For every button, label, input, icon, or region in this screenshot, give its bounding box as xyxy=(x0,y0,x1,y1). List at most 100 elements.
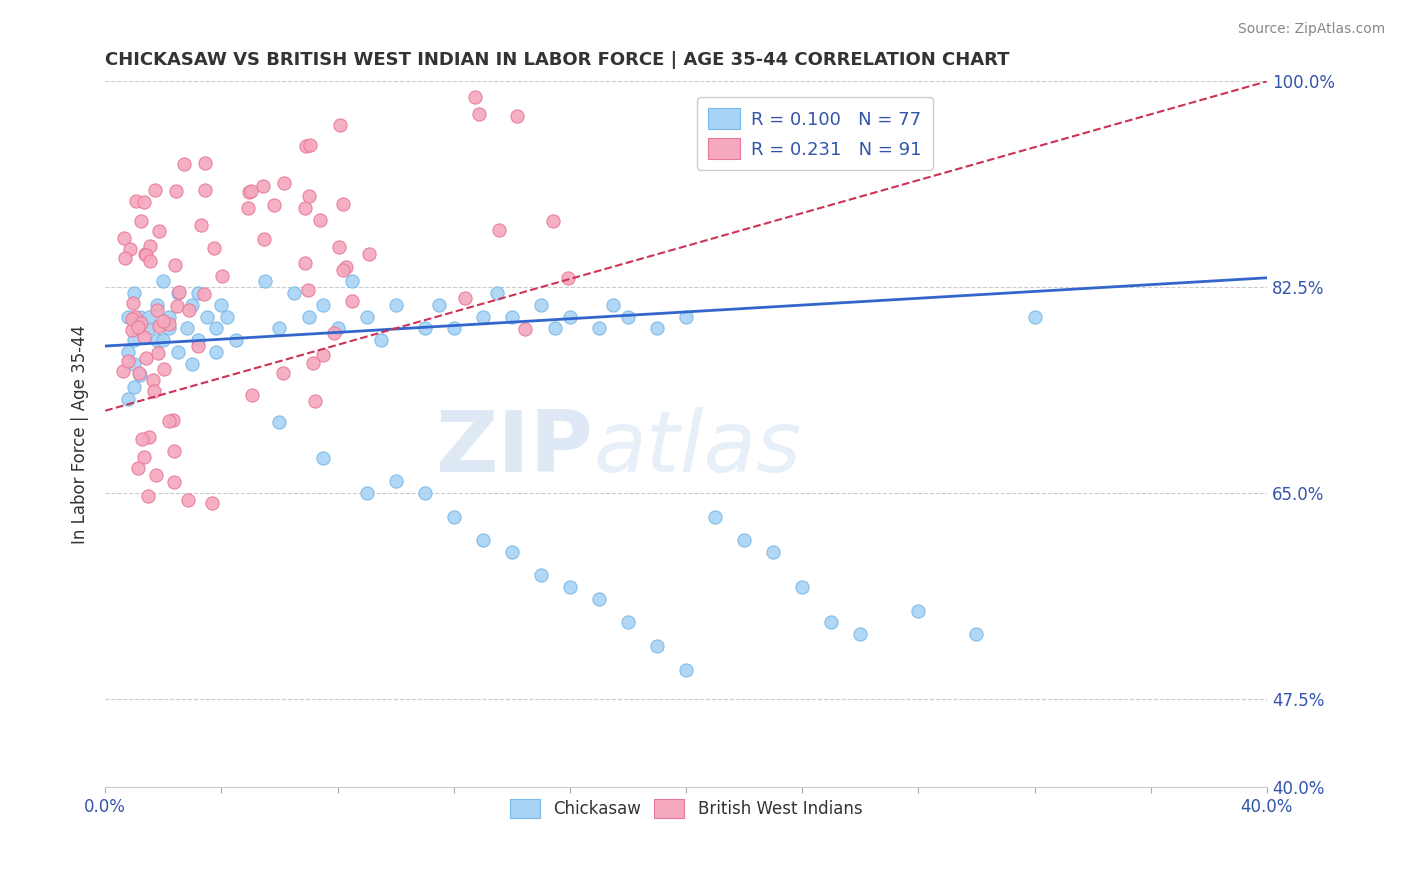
Point xyxy=(269,416,291,430)
Point xyxy=(530,568,553,582)
Point xyxy=(704,509,727,524)
Point xyxy=(240,388,263,402)
Point xyxy=(488,222,510,236)
Point xyxy=(675,310,697,324)
Point xyxy=(145,468,167,483)
Point xyxy=(193,286,215,301)
Point xyxy=(335,260,357,275)
Point xyxy=(471,310,494,324)
Point xyxy=(143,384,166,399)
Point xyxy=(135,248,157,262)
Point xyxy=(129,310,152,324)
Point xyxy=(617,615,640,630)
Point xyxy=(138,310,160,324)
Point xyxy=(142,373,165,387)
Point xyxy=(645,639,668,653)
Point xyxy=(157,321,180,335)
Point xyxy=(332,263,354,277)
Point xyxy=(177,302,200,317)
Y-axis label: In Labor Force | Age 35-44: In Labor Force | Age 35-44 xyxy=(72,325,89,544)
Point xyxy=(145,303,167,318)
Point xyxy=(733,533,755,548)
Point xyxy=(486,286,509,301)
Text: atlas: atlas xyxy=(593,407,801,490)
Point xyxy=(131,432,153,446)
Point xyxy=(157,318,180,332)
Point xyxy=(273,176,295,190)
Point xyxy=(329,118,352,132)
Point xyxy=(530,298,553,312)
Point xyxy=(148,224,170,238)
Point xyxy=(146,333,169,347)
Point xyxy=(117,353,139,368)
Point xyxy=(501,310,523,324)
Point xyxy=(1024,310,1046,324)
Point xyxy=(135,351,157,365)
Point xyxy=(112,230,135,244)
Point xyxy=(127,320,149,334)
Point xyxy=(340,274,363,288)
Point xyxy=(294,201,316,215)
Point xyxy=(332,197,354,211)
Point xyxy=(201,496,224,510)
Point xyxy=(283,286,305,301)
Point xyxy=(263,198,285,212)
Point xyxy=(297,283,319,297)
Point xyxy=(312,348,335,362)
Point xyxy=(146,298,169,312)
Point xyxy=(117,392,139,406)
Point xyxy=(588,591,610,606)
Point xyxy=(165,258,187,272)
Point xyxy=(195,310,218,324)
Point xyxy=(166,299,188,313)
Point xyxy=(357,247,380,261)
Point xyxy=(312,298,335,312)
Point xyxy=(121,323,143,337)
Point xyxy=(342,294,364,309)
Point xyxy=(238,185,260,199)
Point xyxy=(153,362,176,376)
Point xyxy=(675,663,697,677)
Point xyxy=(413,486,436,500)
Point xyxy=(617,310,640,324)
Point xyxy=(139,239,162,253)
Point xyxy=(157,414,180,428)
Point xyxy=(166,345,188,359)
Point xyxy=(152,333,174,347)
Point xyxy=(121,312,143,326)
Point xyxy=(792,580,814,594)
Point xyxy=(454,291,477,305)
Point xyxy=(132,194,155,209)
Point xyxy=(163,475,186,490)
Point xyxy=(471,533,494,548)
Point xyxy=(129,368,152,383)
Point xyxy=(328,239,350,253)
Point xyxy=(294,138,316,153)
Point xyxy=(176,321,198,335)
Point xyxy=(238,201,260,215)
Point xyxy=(515,321,537,335)
Point xyxy=(122,333,145,347)
Point xyxy=(384,298,406,312)
Point xyxy=(194,156,217,170)
Text: ZIP: ZIP xyxy=(436,407,593,490)
Point xyxy=(602,298,624,312)
Point xyxy=(125,194,148,208)
Point xyxy=(122,357,145,371)
Point xyxy=(384,475,406,489)
Point xyxy=(162,413,184,427)
Point xyxy=(136,489,159,503)
Point xyxy=(541,214,564,228)
Point xyxy=(356,310,378,324)
Point xyxy=(148,318,170,333)
Point xyxy=(209,298,232,312)
Point xyxy=(849,627,872,641)
Point xyxy=(139,254,162,268)
Point xyxy=(152,274,174,288)
Point xyxy=(143,182,166,196)
Point xyxy=(304,394,326,409)
Point xyxy=(181,357,204,371)
Point xyxy=(124,310,146,324)
Point xyxy=(166,286,188,301)
Point xyxy=(297,310,319,324)
